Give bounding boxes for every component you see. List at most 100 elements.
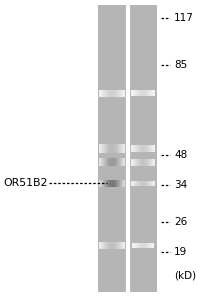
Text: 26: 26 bbox=[174, 217, 187, 227]
Bar bbox=[121, 158, 122, 166]
Bar bbox=[134, 145, 135, 152]
Bar bbox=[115, 158, 116, 166]
Bar bbox=[151, 145, 152, 152]
Bar bbox=[114, 179, 115, 187]
Bar bbox=[116, 143, 117, 152]
Bar bbox=[133, 145, 134, 152]
Bar bbox=[104, 143, 105, 152]
Bar bbox=[146, 90, 147, 96]
Bar bbox=[104, 89, 105, 97]
Bar bbox=[121, 89, 122, 97]
Bar bbox=[119, 179, 120, 187]
Bar bbox=[122, 242, 123, 248]
Bar bbox=[152, 242, 153, 247]
Bar bbox=[104, 179, 105, 187]
Bar bbox=[117, 158, 118, 166]
Bar bbox=[137, 242, 138, 247]
Bar bbox=[114, 89, 115, 97]
Bar bbox=[151, 242, 152, 247]
Bar bbox=[138, 145, 139, 152]
Bar bbox=[118, 242, 119, 248]
Bar bbox=[114, 158, 115, 166]
Bar bbox=[142, 145, 143, 152]
Bar bbox=[107, 143, 108, 152]
Bar bbox=[109, 179, 110, 187]
Bar bbox=[103, 143, 104, 152]
Bar bbox=[145, 145, 146, 152]
Bar bbox=[105, 89, 106, 97]
Bar bbox=[112, 242, 113, 248]
Bar bbox=[117, 242, 118, 248]
Bar bbox=[148, 242, 149, 247]
Bar bbox=[100, 158, 101, 166]
Bar bbox=[123, 143, 124, 152]
Bar bbox=[118, 89, 119, 97]
Bar bbox=[106, 242, 107, 248]
Bar bbox=[120, 158, 121, 166]
Bar bbox=[106, 143, 107, 152]
Bar bbox=[113, 143, 114, 152]
Bar bbox=[124, 242, 125, 248]
Bar bbox=[148, 145, 149, 152]
Bar bbox=[140, 181, 141, 185]
Bar bbox=[132, 158, 133, 166]
Bar bbox=[147, 181, 148, 185]
Bar bbox=[138, 181, 139, 185]
Bar bbox=[133, 158, 134, 166]
Bar bbox=[108, 143, 109, 152]
Bar bbox=[116, 242, 117, 248]
Bar bbox=[149, 145, 150, 152]
Bar bbox=[154, 90, 155, 96]
Bar bbox=[111, 179, 112, 187]
Bar bbox=[152, 90, 153, 96]
Bar bbox=[107, 158, 108, 166]
Bar bbox=[115, 242, 116, 248]
Bar bbox=[102, 179, 103, 187]
Bar bbox=[149, 158, 150, 166]
Bar bbox=[142, 90, 143, 96]
Bar bbox=[139, 145, 140, 152]
Bar bbox=[99, 158, 100, 166]
Text: 19: 19 bbox=[174, 247, 187, 257]
Bar bbox=[150, 242, 151, 247]
Bar bbox=[124, 143, 125, 152]
Bar bbox=[108, 242, 109, 248]
Bar bbox=[109, 158, 110, 166]
Bar bbox=[146, 242, 147, 247]
Bar bbox=[131, 145, 132, 152]
Text: 117: 117 bbox=[174, 13, 194, 23]
Bar bbox=[141, 145, 142, 152]
Bar bbox=[136, 242, 137, 247]
Bar bbox=[115, 143, 116, 152]
Bar bbox=[110, 89, 111, 97]
Bar bbox=[153, 145, 154, 152]
Bar bbox=[111, 143, 112, 152]
Bar bbox=[104, 158, 105, 166]
Bar bbox=[118, 179, 119, 187]
Text: 34: 34 bbox=[174, 180, 187, 190]
Bar bbox=[154, 158, 155, 166]
Bar bbox=[154, 181, 155, 185]
Bar bbox=[119, 158, 120, 166]
Bar bbox=[120, 179, 121, 187]
Bar bbox=[100, 143, 101, 152]
Bar bbox=[137, 90, 138, 96]
Bar bbox=[150, 158, 151, 166]
Bar bbox=[129, 5, 157, 292]
Bar bbox=[153, 90, 154, 96]
Bar bbox=[149, 242, 150, 247]
Bar bbox=[124, 89, 125, 97]
Bar bbox=[147, 158, 148, 166]
Bar bbox=[99, 143, 100, 152]
Bar bbox=[141, 90, 142, 96]
Bar bbox=[109, 143, 110, 152]
Bar bbox=[103, 179, 104, 187]
Bar bbox=[108, 158, 109, 166]
Bar bbox=[143, 90, 144, 96]
Bar bbox=[134, 158, 135, 166]
Bar bbox=[132, 145, 133, 152]
Bar bbox=[122, 89, 123, 97]
Bar bbox=[144, 242, 145, 247]
Bar bbox=[112, 179, 113, 187]
Bar bbox=[100, 242, 101, 248]
